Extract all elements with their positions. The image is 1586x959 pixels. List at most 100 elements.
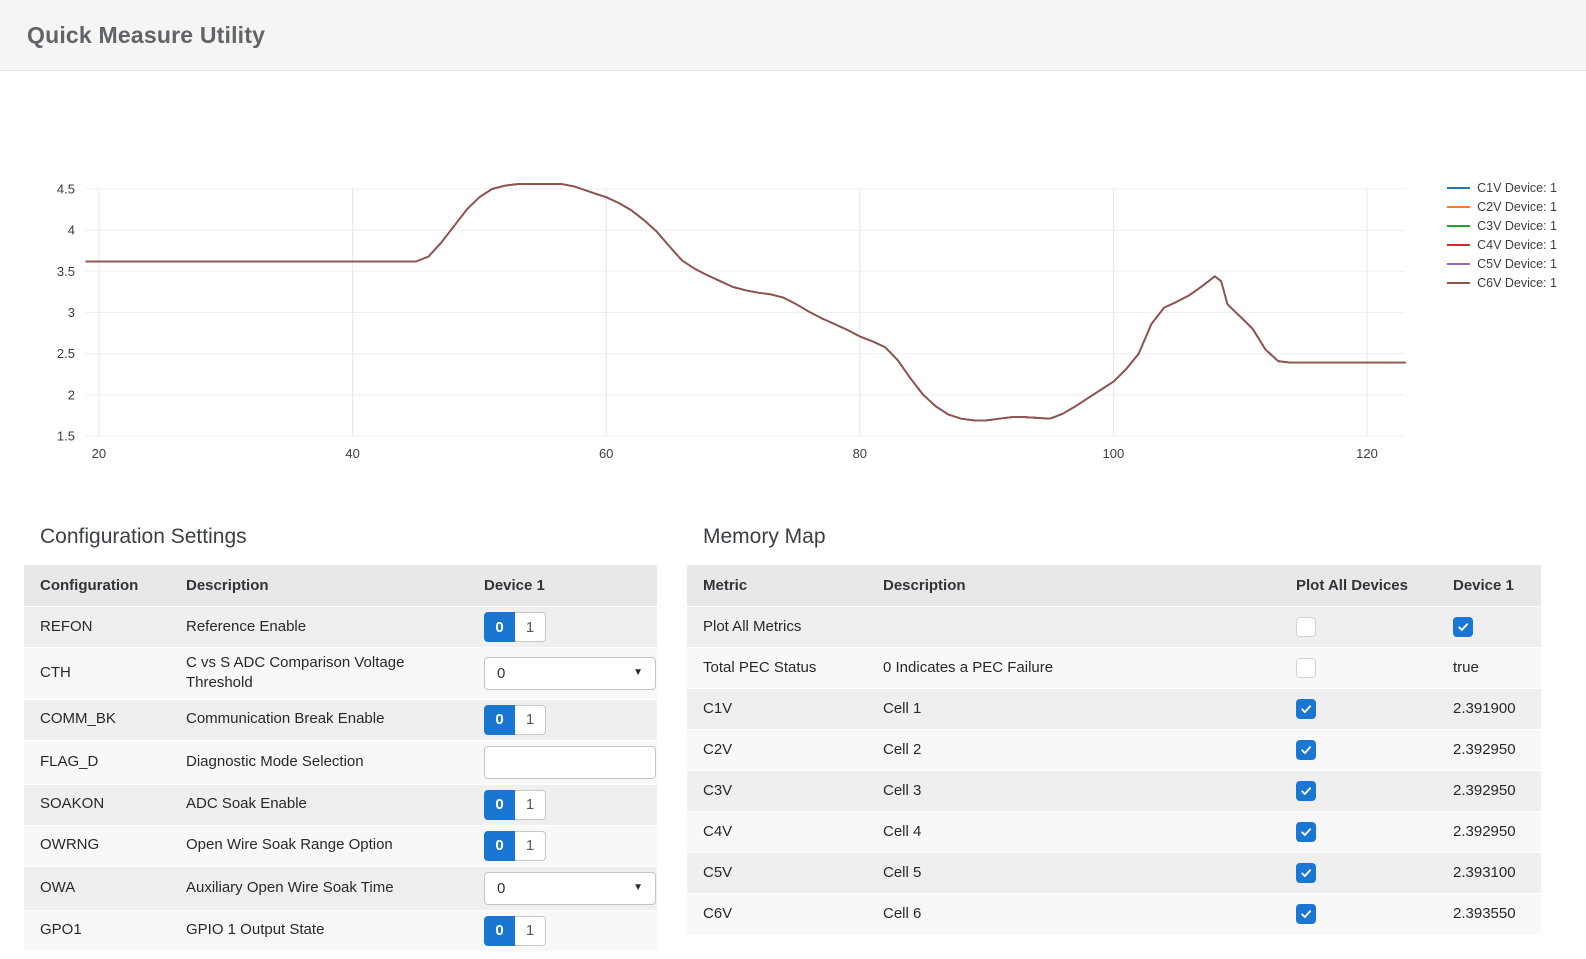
device1-cell: 2.393100 [1437, 852, 1541, 894]
metric-name-label: Plot All Metrics [703, 617, 802, 635]
config-description-label: Auxiliary Open Wire Soak Time [186, 878, 394, 896]
comm-bk-toggle-option-1[interactable]: 1 [515, 704, 546, 735]
c5v-plot-all-checkbox[interactable] [1296, 863, 1316, 883]
table-header-row: Configuration Description Device 1 [24, 565, 657, 607]
config-device1-cell: 0 ▼ [468, 647, 657, 700]
c4v-plot-all-checkbox[interactable] [1296, 822, 1316, 842]
svg-text:4: 4 [68, 223, 75, 238]
config-description-label: Open Wire Soak Range Option [186, 836, 393, 854]
soakon-toggle-option-0[interactable]: 0 [484, 789, 515, 820]
metric-name: C2V [687, 729, 867, 771]
config-name: REFON [24, 606, 170, 648]
gpo1-toggle-option-1[interactable]: 1 [515, 915, 546, 946]
config-description: C vs S ADC Comparison Voltage Threshold [170, 647, 468, 700]
c3v-plot-all-checkbox[interactable] [1296, 781, 1316, 801]
svg-text:100: 100 [1103, 446, 1125, 461]
table-row: Total PEC Status 0 Indicates a PEC Failur… [687, 647, 1541, 689]
metric-description: Cell 6 [867, 893, 1280, 935]
chart-legend: C1V Device: 1 C2V Device: 1 C3V Device: 1 C… [1447, 178, 1557, 292]
metric-name: C5V [687, 852, 867, 894]
column-header-description: Description [170, 565, 468, 607]
device1-value: 2.392950 [1453, 740, 1516, 758]
owrng-toggle-option-0[interactable]: 0 [484, 830, 515, 861]
metric-description: Cell 4 [867, 811, 1280, 853]
plot-all-devices-cell [1280, 647, 1437, 689]
c2v-plot-all-checkbox[interactable] [1296, 740, 1316, 760]
config-name-label: OWRNG [40, 836, 100, 854]
config-description-label: C vs S ADC Comparison Voltage Threshold [186, 654, 405, 692]
metric-name-label: Total PEC Status [703, 658, 817, 676]
svg-text:80: 80 [853, 446, 867, 461]
plot-all-devices-cell [1280, 811, 1437, 853]
check-icon [1301, 869, 1312, 877]
column-header-device1: Device 1 [1437, 565, 1541, 607]
config-name: OWA [24, 866, 170, 911]
config-name-label: GPO1 [40, 921, 82, 939]
metric-name-label: C1V [703, 699, 733, 717]
refon-toggle-option-0[interactable]: 0 [484, 612, 515, 642]
config-name: OWRNG [24, 825, 170, 867]
plot-all-devices-cell [1280, 852, 1437, 894]
legend-line-swatch [1447, 224, 1471, 227]
chart-section: 1.5 2 2.5 3 3.5 4 4.5 20 40 60 80 100 120 C1V Device… [0, 71, 1586, 467]
c1v-plot-all-checkbox[interactable] [1296, 699, 1316, 719]
metric-name: C1V [687, 688, 867, 730]
table-row: OWRNG Open Wire Soak Range Option 0 1 [24, 825, 657, 867]
legend-item-c4v-device-1[interactable]: C4V Device: 1 [1447, 235, 1557, 254]
legend-line-swatch [1447, 205, 1471, 208]
owa-select[interactable]: 0 ▼ [484, 871, 656, 905]
device1-value: true [1453, 658, 1479, 676]
metric-name-label: C6V [703, 904, 733, 922]
legend-item-c2v-device-1[interactable]: C2V Device: 1 [1447, 197, 1557, 216]
check-icon [1301, 746, 1312, 754]
configuration-settings-heading: Configuration Settings [40, 525, 247, 548]
legend-label: C1V Device: 1 [1477, 180, 1557, 195]
c6v-plot-all-checkbox[interactable] [1296, 904, 1316, 924]
table-row: GPO1 GPIO 1 Output State 0 1 [24, 910, 657, 952]
table-row: C5V Cell 5 2.393100 [687, 852, 1541, 894]
legend-item-c1v-device-1[interactable]: C1V Device: 1 [1447, 178, 1557, 197]
gpo1-toggle-option-0[interactable]: 0 [484, 915, 515, 946]
check-icon [1458, 623, 1469, 631]
memory-map-table: Metric Description Plot All Devices Devi… [687, 565, 1541, 935]
flag-d-input[interactable] [484, 745, 656, 779]
table-header-row: Metric Description Plot All Devices Devi… [687, 565, 1541, 607]
legend-line-swatch [1447, 262, 1471, 265]
device1-cell: 2.391900 [1437, 688, 1541, 730]
plot-all-metrics-plot-all-checkbox[interactable] [1296, 617, 1316, 637]
config-name-label: SOAKON [40, 795, 105, 813]
metric-description: Cell 2 [867, 729, 1280, 771]
table-row: C2V Cell 2 2.392950 [687, 729, 1541, 771]
check-icon [1301, 787, 1312, 795]
refon-toggle-option-1[interactable]: 1 [515, 612, 546, 642]
device1-cell [1437, 606, 1541, 648]
device1-value: 2.393550 [1453, 904, 1516, 922]
series-c3v-device-1 [85, 183, 1406, 422]
legend-item-c6v-device-1[interactable]: C6V Device: 1 [1447, 273, 1557, 292]
table-row: C4V Cell 4 2.392950 [687, 811, 1541, 853]
total-pec-status-plot-all-checkbox[interactable] [1296, 658, 1316, 678]
table-row: OWA Auxiliary Open Wire Soak Time 0 ▼ [24, 866, 657, 911]
legend-item-c5v-device-1[interactable]: C5V Device: 1 [1447, 254, 1557, 273]
column-header-plot-all-devices: Plot All Devices [1280, 565, 1437, 607]
legend-label: C5V Device: 1 [1477, 256, 1557, 271]
comm-bk-toggle-option-0[interactable]: 0 [484, 704, 515, 735]
plot-all-devices-cell [1280, 729, 1437, 771]
plot-all-metrics-device1-checkbox[interactable] [1453, 617, 1473, 637]
metric-name: Total PEC Status [687, 647, 867, 689]
config-name-label: REFON [40, 617, 93, 635]
metric-name-label: C3V [703, 781, 733, 799]
owrng-toggle-option-1[interactable]: 1 [515, 830, 546, 861]
cth-select[interactable]: 0 ▼ [484, 656, 656, 690]
device1-cell: 2.392950 [1437, 811, 1541, 853]
select-value: 0 [497, 879, 506, 897]
soakon-toggle-option-1[interactable]: 1 [515, 789, 546, 820]
plot-all-devices-cell [1280, 688, 1437, 730]
config-device1-cell [468, 740, 657, 785]
legend-item-c3v-device-1[interactable]: C3V Device: 1 [1447, 216, 1557, 235]
